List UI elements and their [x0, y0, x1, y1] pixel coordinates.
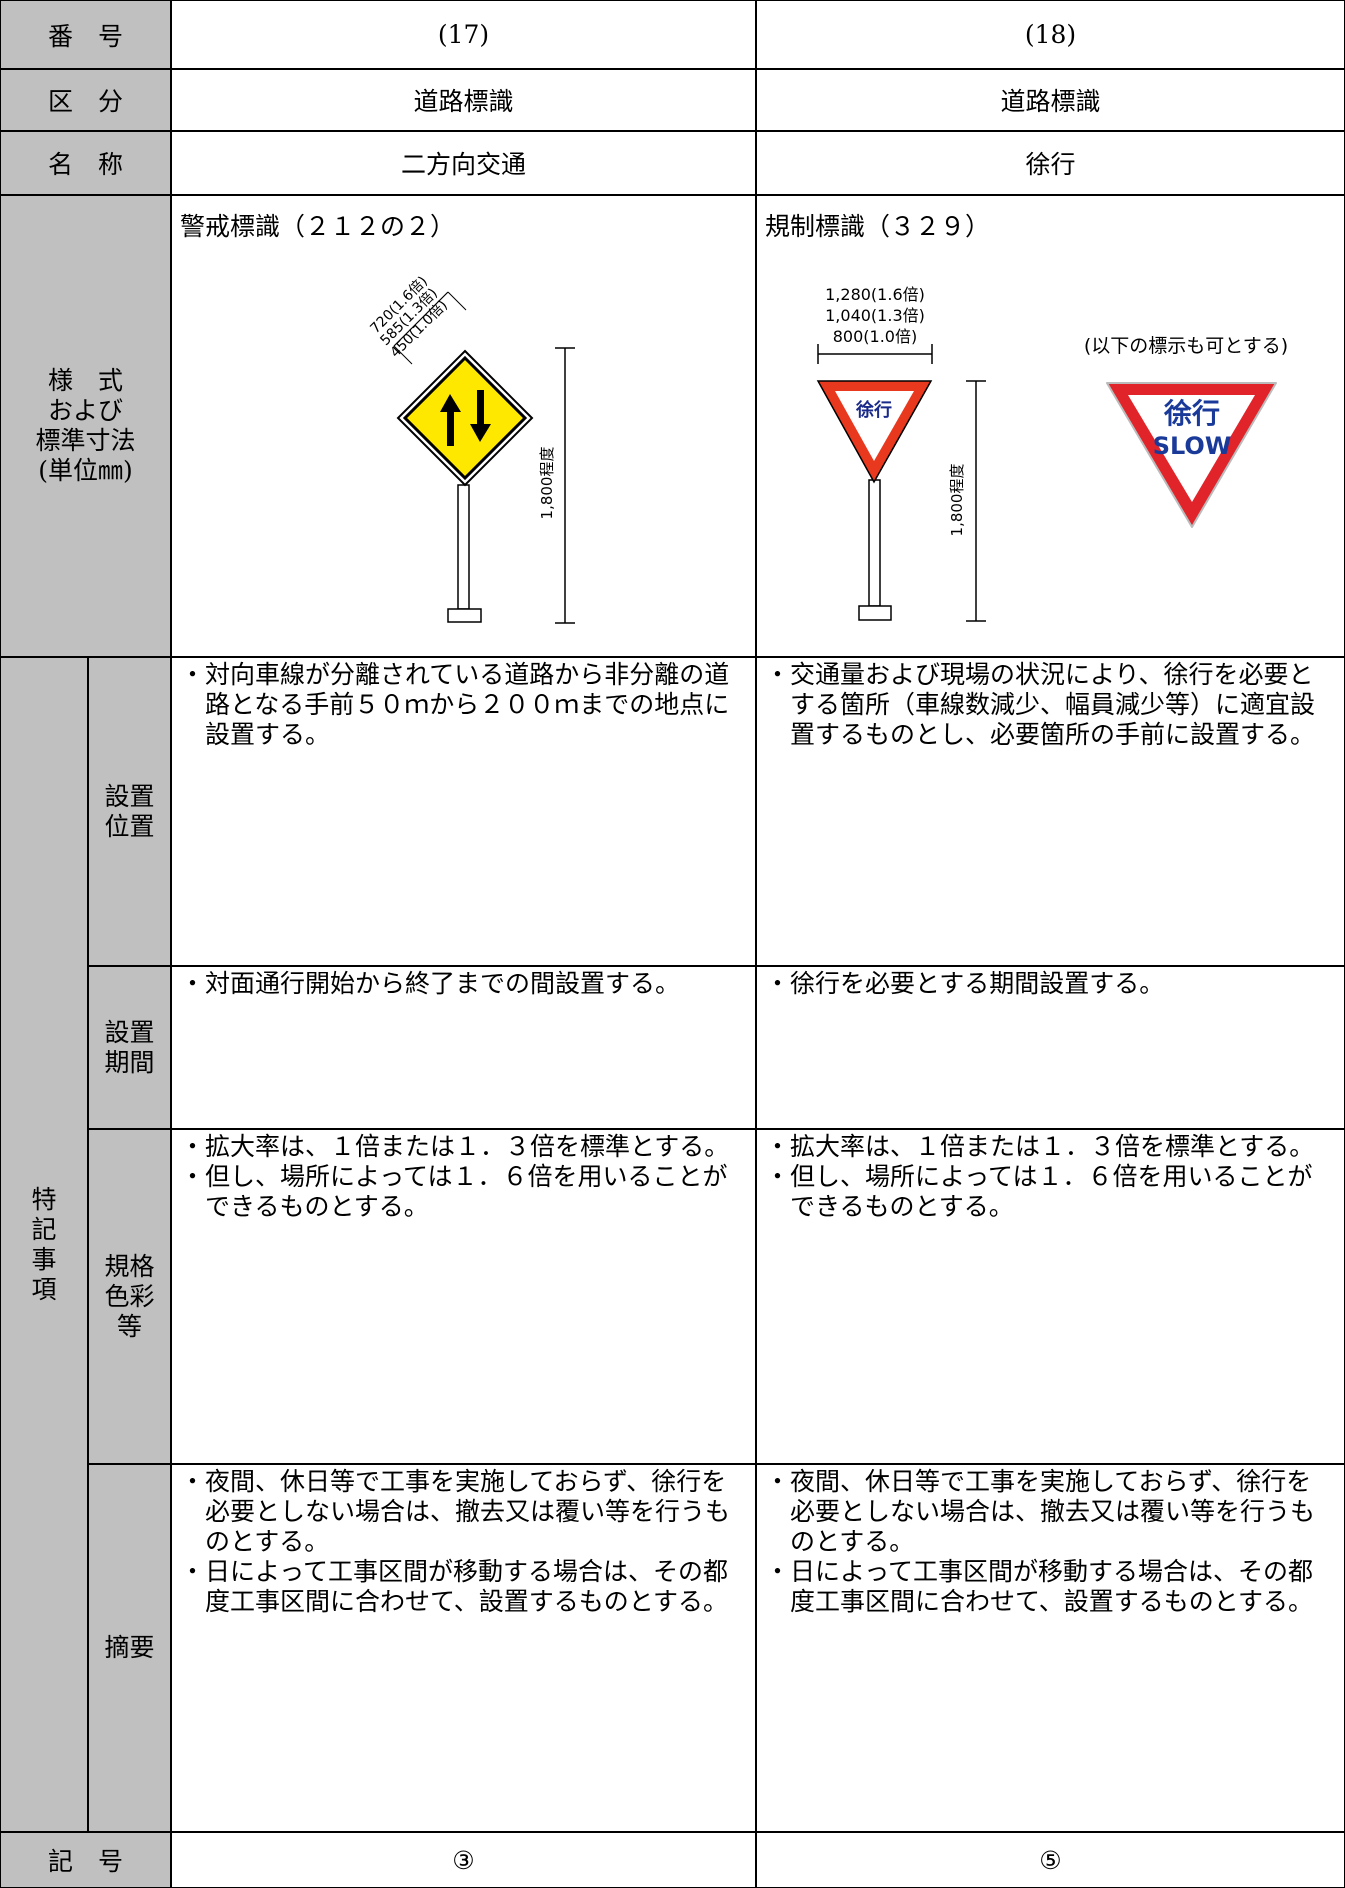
sign-text: 徐行 — [1163, 397, 1220, 430]
note-cell: ・対向車線が分離されている道路から非分離の道路となる手前５０ｍから２００ｍまでの… — [171, 657, 756, 966]
cell-text: 二方向交通 — [400, 150, 526, 179]
dimension-label: 1,040(1.3倍) — [825, 306, 925, 325]
bullet: ・但し、場所によっては１．６倍を用いることができるものとする。 — [180, 1162, 728, 1221]
height-label: 1,800程度 — [538, 447, 556, 520]
symbol-cell: ⑤ — [756, 1832, 1345, 1888]
label-line: 標準寸法 — [35, 426, 136, 455]
row-label: 番 号 — [47, 21, 123, 51]
label-line: および — [47, 396, 123, 425]
header-cell: (18) — [756, 0, 1345, 69]
shape — [402, 355, 528, 481]
bullet: ・但し、場所によっては１．６倍を用いることができるものとする。 — [765, 1162, 1313, 1221]
bullet: ・対面通行開始から終了までの間設置する。 — [180, 969, 681, 998]
category-cell: 道路標識 — [171, 69, 756, 131]
name-cell: 徐行 — [756, 131, 1345, 195]
bullet: ・拡大率は、１倍または１．３倍を標準とする。 — [765, 1132, 1315, 1161]
shape — [835, 391, 914, 461]
alt-note: (以下の標示も可とする) — [1084, 335, 1288, 357]
bullet: ・夜間、休日等で工事を実施しておらず、徐行を必要としない場合は、撤去又は覆い等を… — [765, 1467, 1316, 1556]
note-cell: ・拡大率は、１倍または１．３倍を標準とする。 ・但し、場所によっては１．６倍を用い… — [756, 1129, 1345, 1464]
note-label: 規格 色彩等 — [88, 1129, 171, 1464]
sign-caption: 規制標識（３２９） — [765, 212, 991, 241]
name-cell: 二方向交通 — [171, 131, 756, 195]
label-line: 特 — [31, 1184, 57, 1214]
category-label: 区 分 — [0, 69, 171, 131]
shape — [470, 390, 491, 442]
note-label: 設置 位置 — [88, 657, 171, 966]
bullet: ・徐行を必要とする期間設置する。 — [765, 969, 1165, 998]
label-line: 設置 — [104, 1017, 155, 1047]
label-line: 期間 — [104, 1047, 155, 1077]
note-cell: ・夜間、休日等で工事を実施しておらず、徐行を必要としない場合は、撤去又は覆い等を… — [756, 1464, 1345, 1832]
row-label: 記 号 — [47, 1847, 123, 1876]
height-label: 1,800程度 — [948, 464, 966, 537]
label-line: 設置 — [104, 781, 155, 811]
shape — [447, 291, 467, 311]
sign-text: 徐行 — [855, 399, 892, 421]
label-line: 規格 — [104, 1251, 155, 1281]
note-cell: ・夜間、休日等で工事を実施しておらず、徐行を必要としない場合は、撤去又は覆い等を… — [171, 1464, 756, 1832]
cell-text: 道路標識 — [413, 87, 514, 116]
shape — [457, 484, 470, 610]
name-label: 名 称 — [0, 131, 171, 195]
bullet: ・対向車線が分離されている道路から非分離の道路となる手前５０ｍから２００ｍまでの… — [180, 660, 730, 749]
note-cell: ・交通量および現場の状況により、徐行を必要とする箇所（車線数減少、幅員減少等）に… — [756, 657, 1345, 966]
category-cell: 道路標識 — [756, 69, 1345, 131]
label-line: 色彩 — [104, 1281, 155, 1311]
label-line: 項 — [31, 1274, 57, 1304]
label-line: 記 — [31, 1214, 57, 1244]
header-cell: (17) — [171, 0, 756, 69]
bullet: ・日によって工事区間が移動する場合は、その都度工事区間に合わせて、設置するものと… — [765, 1557, 1314, 1616]
label-line: (単位㎜) — [38, 456, 133, 485]
style-cell: 規制標識（３２９） 1,280(1.6倍) 1,040(1.3倍) 800(1.0倍)… — [756, 195, 1345, 657]
cell-text: ③ — [452, 1845, 475, 1875]
cell-text: (17) — [437, 20, 490, 49]
note-cell: ・対面通行開始から終了までの間設置する。 — [171, 966, 756, 1129]
shape — [868, 479, 881, 607]
bullet: ・日によって工事区間が移動する場合は、その都度工事区間に合わせて、設置するものと… — [180, 1557, 729, 1616]
shape — [447, 608, 482, 623]
header-label: 番 号 — [0, 0, 171, 69]
row-label: 区 分 — [47, 87, 123, 116]
symbol-label: 記 号 — [0, 1832, 171, 1888]
note-cell: ・徐行を必要とする期間設置する。 — [756, 966, 1345, 1129]
cell-text: ⑤ — [1039, 1845, 1062, 1875]
note-cell: ・拡大率は、１倍または１．３倍を標準とする。 ・但し、場所によっては１．６倍を用い… — [171, 1129, 756, 1464]
style-label: 様 式および 標準寸法 (単位㎜) — [0, 195, 171, 657]
label-line: 位置 — [104, 811, 155, 841]
shape — [393, 345, 413, 365]
shape — [858, 605, 892, 621]
symbol-cell: ③ — [171, 1832, 756, 1888]
sign-caption: 警戒標識（２１２の２） — [180, 212, 456, 241]
dimension-label: 800(1.0倍) — [833, 327, 917, 346]
note-label: 摘要 — [88, 1464, 171, 1832]
sign-text: SLOW — [1153, 432, 1232, 460]
shape — [393, 291, 449, 347]
bullet: ・夜間、休日等で工事を実施しておらず、徐行を必要としない場合は、撤去又は覆い等を… — [180, 1467, 731, 1556]
row-label: 名 称 — [47, 150, 123, 179]
shape — [1128, 395, 1255, 502]
bullet: ・交通量および現場の状況により、徐行を必要とする箇所（車線数減少、幅員減少等）に… — [765, 660, 1316, 749]
cell-text: 徐行 — [1025, 150, 1076, 179]
label-line: 事 — [31, 1244, 57, 1274]
style-cell: 警戒標識（２１２の２） 1,800程度 720(1.6倍) 585(1.3倍) 450(… — [171, 195, 756, 657]
cell-text: 道路標識 — [1000, 87, 1101, 116]
label-line: 等 — [116, 1311, 142, 1341]
dimension-label: 1,280(1.6倍) — [825, 285, 925, 304]
notes-label: 特記事項 — [0, 657, 88, 1832]
bullet: ・拡大率は、１倍または１．３倍を標準とする。 — [180, 1132, 730, 1161]
shape — [440, 394, 461, 446]
sign-drawing: 1,280(1.6倍) 1,040(1.3倍) 800(1.0倍) 1,800程度 徐行… — [816, 285, 1288, 622]
note-label: 設置 期間 — [88, 966, 171, 1129]
label-line: 様 式 — [47, 366, 123, 395]
cell-text: (18) — [1024, 20, 1077, 49]
label-line: 摘要 — [104, 1633, 155, 1662]
